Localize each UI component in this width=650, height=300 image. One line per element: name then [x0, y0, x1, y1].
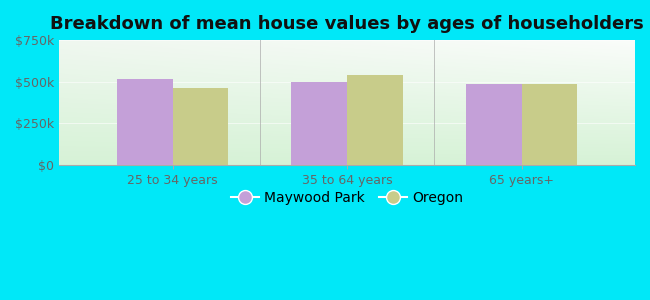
Legend: Maywood Park, Oregon: Maywood Park, Oregon — [226, 185, 469, 210]
Bar — [291, 82, 347, 165]
Bar — [521, 84, 577, 165]
Bar — [117, 79, 172, 165]
Title: Breakdown of mean house values by ages of householders: Breakdown of mean house values by ages o… — [50, 15, 644, 33]
Bar — [172, 88, 228, 165]
Bar — [465, 84, 521, 165]
Bar — [347, 75, 403, 165]
